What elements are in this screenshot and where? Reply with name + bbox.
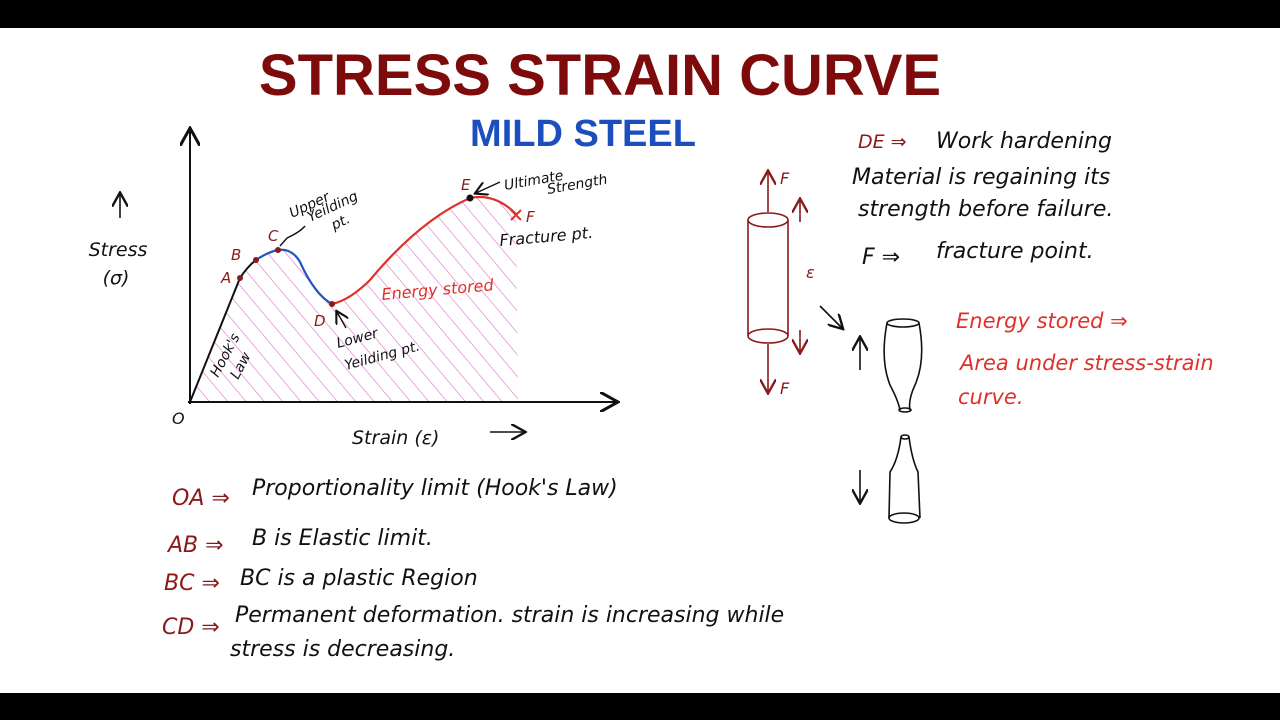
note-key: DE ⇒ [858, 131, 907, 153]
fracture-mark [510, 209, 522, 221]
point-labels: A B C D E F [220, 176, 535, 330]
note-key: AB ⇒ [166, 533, 224, 558]
specimen-labels: F F ε [780, 169, 815, 398]
note-text: Area under stress-strain [958, 351, 1214, 375]
note-text: strength before failure. [858, 197, 1113, 222]
note-key: F ⇒ [862, 245, 900, 270]
y-label: Stress [89, 239, 148, 261]
note-text: fracture point. [936, 239, 1094, 264]
right-notes: DE ⇒ Work hardening Material is regainin… [852, 129, 1214, 409]
note-key: BC ⇒ [164, 571, 220, 596]
point-label: C [268, 227, 279, 245]
pointer [279, 225, 306, 247]
pointer [337, 312, 346, 329]
annotation: pt. [328, 211, 353, 234]
strain-symbol: ε [806, 263, 815, 282]
note-text: Material is regaining its [852, 165, 1110, 190]
note-text: BC is a plastic Region [240, 566, 478, 591]
point-label: F [526, 208, 535, 226]
force-label: F [780, 379, 790, 398]
specimen [747, 172, 923, 524]
note-text: Permanent deformation. strain is increas… [235, 603, 784, 628]
note-text: Proportionality limit (Hook's Law) [252, 476, 618, 501]
note-key: CD ⇒ [162, 615, 220, 640]
title: STRESS STRAIN CURVE [259, 43, 941, 108]
pointer [476, 181, 501, 193]
note-text: stress is decreasing. [230, 637, 455, 662]
x-label: Strain (ε) [352, 427, 439, 449]
energy-area [190, 197, 518, 402]
force-label: F [780, 169, 790, 188]
notes: OA ⇒ Proportionality limit (Hook's Law) … [162, 476, 784, 662]
yield-curve [255, 248, 333, 305]
note-key: OA ⇒ [172, 486, 230, 511]
point-label: B [231, 246, 241, 264]
point-label: D [314, 312, 326, 330]
note-text: B is Elastic limit. [252, 526, 433, 551]
hardening-curve [331, 196, 517, 306]
note-text: Work hardening [936, 129, 1112, 154]
note-key: Energy stored ⇒ [956, 309, 1128, 333]
origin-label: O [172, 409, 185, 428]
y-symbol: (σ) [103, 267, 130, 289]
subtitle: MILD STEEL [470, 113, 696, 155]
point-label: A [220, 269, 231, 287]
curve-points [237, 194, 474, 307]
note-text: curve. [958, 385, 1024, 409]
point-label: E [461, 176, 471, 194]
